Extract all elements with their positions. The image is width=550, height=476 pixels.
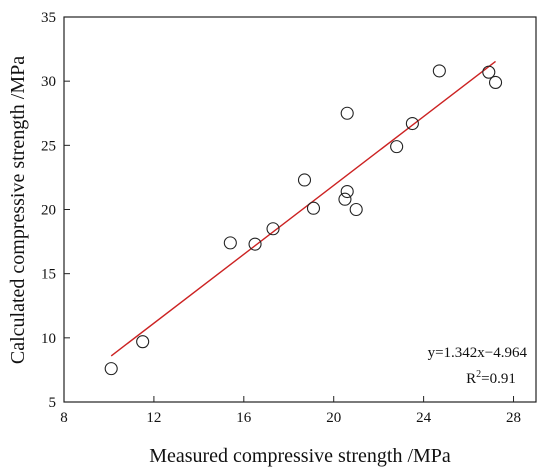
data-point (349, 202, 363, 217)
data-point (136, 335, 150, 349)
data-point (223, 236, 237, 250)
data-point (432, 64, 446, 78)
data-point (340, 106, 354, 120)
data-point (390, 140, 404, 154)
data-point (405, 116, 419, 131)
x-tick-label: 28 (506, 410, 521, 426)
data-point (306, 201, 321, 215)
x-tick-label: 24 (416, 410, 432, 426)
y-tick-label: 30 (41, 74, 56, 90)
r-squared-value: =0.91 (481, 371, 516, 387)
x-tick-label: 20 (326, 410, 341, 426)
regression-line (110, 60, 496, 357)
data-point (297, 173, 312, 187)
r-squared-prefix: R (466, 371, 476, 387)
y-tick-label: 20 (41, 203, 56, 219)
y-tick-label: 10 (41, 331, 56, 347)
data-point (266, 222, 280, 236)
data-point (488, 75, 503, 89)
data-point (482, 65, 496, 79)
data-point (340, 184, 354, 199)
y-tick-label: 35 (41, 10, 56, 26)
y-tick-label: 25 (41, 138, 56, 154)
y-tick-label: 5 (49, 395, 57, 411)
data-points (104, 64, 503, 376)
r-squared: R2=0.91 (466, 369, 516, 387)
fit-equation: y=1.342x−4.964 (428, 345, 528, 361)
x-axis-ticks: 8 12 16 20 24 28 (60, 396, 521, 426)
r-squared-sup: 2 (476, 369, 481, 380)
data-point (104, 362, 118, 376)
y-tick-label: 15 (41, 267, 56, 283)
y-axis-ticks: 5 10 15 20 25 30 35 (41, 10, 70, 411)
data-point (248, 237, 262, 251)
x-tick-label: 12 (146, 410, 161, 426)
x-axis-label: Measured compressive strength /MPa (149, 445, 451, 467)
x-tick-label: 16 (236, 410, 252, 426)
fit-line-group (110, 60, 496, 357)
x-tick-label: 8 (60, 410, 68, 426)
data-point (338, 192, 352, 206)
y-axis-label: Calculated compressive strength /MPa (7, 56, 29, 364)
